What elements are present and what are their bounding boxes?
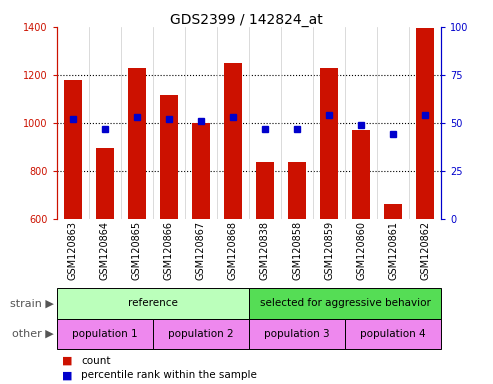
Bar — [249, 288, 441, 319]
Text: population 3: population 3 — [264, 329, 330, 339]
Text: ■: ■ — [62, 370, 72, 381]
Text: GSM120863: GSM120863 — [68, 221, 78, 280]
Text: GDS2399 / 142824_at: GDS2399 / 142824_at — [170, 13, 323, 27]
Text: other ▶: other ▶ — [12, 329, 54, 339]
Bar — [320, 68, 338, 219]
Text: population 4: population 4 — [360, 329, 426, 339]
Text: GSM120866: GSM120866 — [164, 221, 174, 280]
Bar — [345, 319, 441, 349]
Bar — [224, 63, 242, 219]
Text: GSM120867: GSM120867 — [196, 221, 206, 280]
Text: selected for aggressive behavior: selected for aggressive behavior — [260, 298, 430, 308]
Text: GSM120860: GSM120860 — [356, 221, 366, 280]
Bar — [64, 80, 81, 219]
Text: GSM120859: GSM120859 — [324, 221, 334, 280]
Text: population 2: population 2 — [168, 329, 234, 339]
Text: GSM120865: GSM120865 — [132, 221, 142, 280]
Text: strain ▶: strain ▶ — [10, 298, 54, 308]
Bar — [417, 28, 434, 219]
Bar — [192, 123, 210, 219]
Bar — [256, 162, 274, 219]
Text: GSM120858: GSM120858 — [292, 221, 302, 280]
Text: GSM120838: GSM120838 — [260, 221, 270, 280]
Text: GSM120861: GSM120861 — [388, 221, 398, 280]
Bar — [352, 130, 370, 219]
Text: reference: reference — [128, 298, 178, 308]
Text: percentile rank within the sample: percentile rank within the sample — [81, 370, 257, 381]
Bar — [385, 204, 402, 219]
Text: ■: ■ — [62, 356, 72, 366]
Text: count: count — [81, 356, 111, 366]
Bar — [288, 162, 306, 219]
Bar — [57, 288, 249, 319]
Bar — [96, 148, 113, 219]
Text: GSM120862: GSM120862 — [420, 221, 430, 280]
Text: GSM120864: GSM120864 — [100, 221, 110, 280]
Bar — [160, 95, 177, 219]
Text: population 1: population 1 — [72, 329, 138, 339]
Bar — [57, 319, 153, 349]
Bar — [128, 68, 145, 219]
Bar — [249, 319, 345, 349]
Bar — [153, 319, 249, 349]
Text: GSM120868: GSM120868 — [228, 221, 238, 280]
